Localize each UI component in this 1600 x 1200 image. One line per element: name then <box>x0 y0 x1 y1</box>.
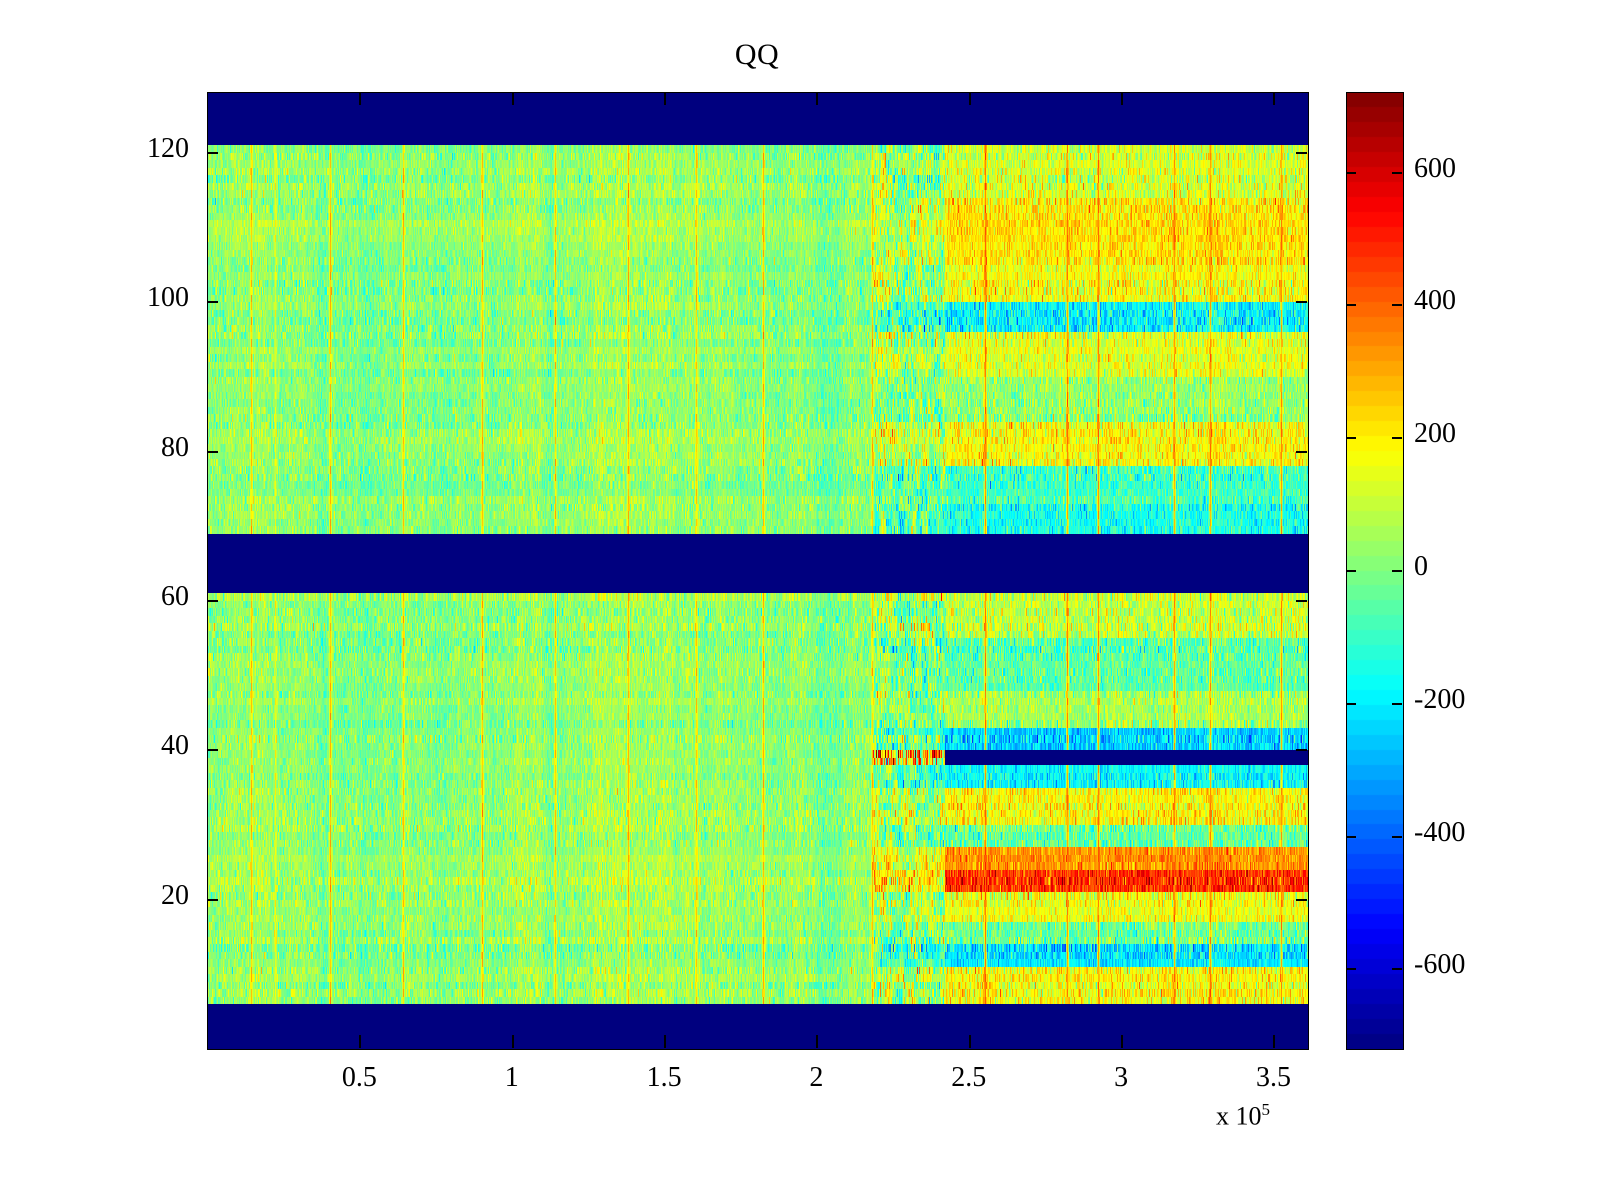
y-tick-mark <box>207 151 218 154</box>
x-tick-label: 1.5 <box>646 1062 682 1093</box>
x-tick-mark-top <box>359 92 362 105</box>
x-tick-mark-top <box>1121 92 1124 105</box>
y-tick-label: 60 <box>161 580 189 612</box>
x-tick-label: 2.5 <box>951 1062 987 1093</box>
y-tick-label: 40 <box>161 730 189 762</box>
x-tick-label: 0.5 <box>341 1062 377 1093</box>
y-tick-mark-right <box>1296 301 1307 304</box>
colorbar-tick-label: 600 <box>1414 152 1456 184</box>
y-tick-label: 20 <box>161 879 189 911</box>
colorbar-tick-mark-right <box>1392 702 1402 705</box>
colorbar-tick-mark <box>1346 304 1356 307</box>
x-tick-label: 2 <box>809 1062 824 1093</box>
colorbar-tick-mark <box>1346 968 1356 971</box>
heatmap-image[interactable] <box>208 93 1308 1049</box>
x-tick-mark-top <box>968 92 971 105</box>
y-tick-mark-right <box>1296 599 1307 602</box>
colorbar-tick-mark-right <box>1392 171 1402 174</box>
y-tick-mark <box>207 450 218 453</box>
heatmap-axes[interactable] <box>207 92 1309 1050</box>
y-tick-label: 120 <box>147 132 189 164</box>
y-tick-label: 80 <box>161 431 189 463</box>
y-tick-mark-right <box>1296 450 1307 453</box>
colorbar-tick-mark-right <box>1392 968 1402 971</box>
colorbar-tick-label: 400 <box>1414 285 1456 317</box>
colorbar-tick-mark <box>1346 835 1356 838</box>
x-tick-mark <box>816 1035 819 1048</box>
y-tick-mark-right <box>1296 151 1307 154</box>
x-axis-exponent-base: x 10 <box>1216 1101 1262 1131</box>
x-tick-mark <box>359 1035 362 1048</box>
colorbar-tick-mark <box>1346 171 1356 174</box>
y-tick-mark <box>207 898 218 901</box>
y-tick-mark-right <box>1296 898 1307 901</box>
colorbar-tick-mark-right <box>1392 304 1402 307</box>
colorbar-tick-label: 200 <box>1414 418 1456 450</box>
page-title: QQ <box>734 38 780 71</box>
y-tick-label: 100 <box>147 282 189 314</box>
y-tick-mark <box>207 301 218 304</box>
colorbar-tick-mark-right <box>1392 570 1402 572</box>
x-tick-mark <box>664 1035 667 1048</box>
x-tick-mark <box>968 1035 971 1048</box>
x-tick-mark-top <box>664 92 667 105</box>
x-tick-label: 1 <box>504 1062 519 1093</box>
colorbar-tick-mark <box>1346 570 1356 572</box>
y-tick-mark-right <box>1296 749 1307 752</box>
x-axis-exponent-power: 5 <box>1261 1100 1271 1119</box>
x-axis-exponent: x 105 <box>1216 1100 1270 1132</box>
x-tick-mark-top <box>816 92 819 105</box>
x-tick-mark <box>1273 1035 1276 1048</box>
colorbar-tick-mark-right <box>1392 437 1402 440</box>
colorbar-tick-label: -600 <box>1414 949 1466 981</box>
colorbar-tick-label: -400 <box>1414 816 1466 848</box>
x-tick-mark <box>511 1035 514 1048</box>
colorbar-tick-label: -200 <box>1414 683 1466 715</box>
y-tick-mark <box>207 599 218 602</box>
colorbar-tick-label: 0 <box>1414 551 1428 582</box>
colorbar-tick-mark-right <box>1392 835 1402 838</box>
colorbar-tick-mark <box>1346 702 1356 705</box>
x-tick-label: 3.5 <box>1255 1062 1291 1093</box>
x-tick-mark-top <box>511 92 514 105</box>
y-tick-mark <box>207 749 218 752</box>
colorbar-tick-mark <box>1346 437 1356 440</box>
x-tick-mark-top <box>1273 92 1276 105</box>
x-tick-label: 3 <box>1114 1062 1129 1093</box>
x-tick-mark <box>1121 1035 1124 1048</box>
